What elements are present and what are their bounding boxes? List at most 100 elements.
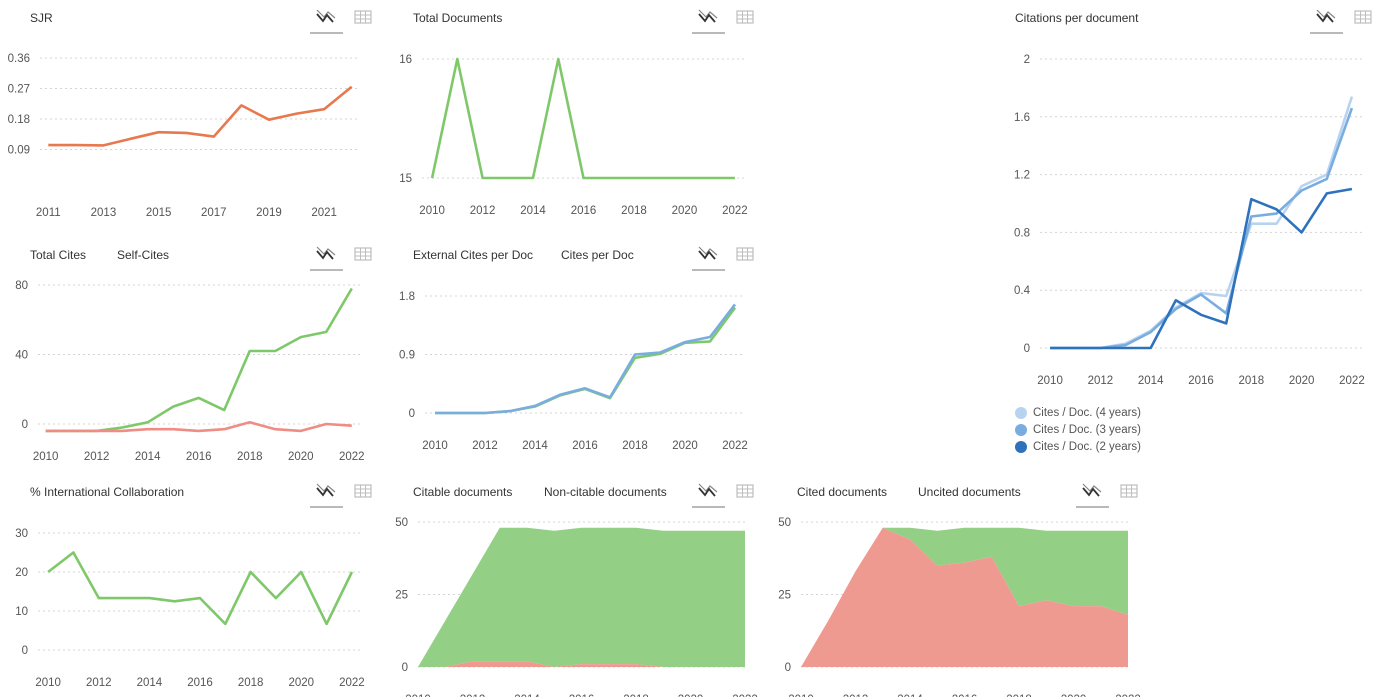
- x-tick-label: 2020: [1061, 694, 1087, 697]
- line-chart-icon[interactable]: [316, 9, 336, 27]
- x-tick-label: 2012: [1088, 375, 1114, 387]
- x-tick-label: 2018: [1006, 694, 1032, 697]
- line-chart-icon[interactable]: [1082, 483, 1102, 501]
- total-cites-view-toggle: [310, 246, 372, 271]
- x-tick-label: 2016: [1188, 375, 1214, 387]
- legend-label: Cites / Doc. (4 years): [1033, 406, 1141, 419]
- legend-swatch: [1015, 406, 1027, 419]
- uncited-documents-title[interactable]: Uncited documents: [918, 485, 1021, 499]
- x-tick-label: 2012: [470, 205, 496, 217]
- x-tick-label: 2018: [623, 694, 649, 697]
- x-tick-label: 2022: [339, 451, 365, 463]
- y-tick-label: 1.8: [399, 291, 415, 303]
- x-tick-label: 2017: [201, 207, 227, 219]
- x-tick-label: 2018: [238, 677, 264, 689]
- x-tick-label: 2018: [622, 440, 648, 452]
- citations-legend: Cites / Doc. (4 years) Cites / Doc. (3 y…: [1015, 404, 1141, 455]
- x-tick-label: 2012: [472, 440, 498, 452]
- y-tick-label: 50: [778, 517, 791, 529]
- area-citable-documents: [418, 527, 745, 667]
- y-tick-label: 0: [402, 662, 408, 674]
- x-tick-label: 2016: [572, 440, 598, 452]
- series-line-cites-doc-2-years-: [1050, 187, 1353, 350]
- cites-per-doc-view-toggle: [692, 246, 754, 271]
- total-cites-title[interactable]: Total Cites: [30, 248, 87, 262]
- sjr-view-toggle: [310, 9, 372, 34]
- citations-per-document-view-toggle: [1310, 9, 1372, 34]
- series-line--international-collaboration: [47, 551, 354, 626]
- series-line-cites-per-doc: [435, 303, 737, 415]
- line-chart-icon[interactable]: [698, 9, 718, 27]
- x-tick-label: 2012: [843, 694, 869, 697]
- table-icon[interactable]: [354, 9, 374, 27]
- x-tick-label: 2010: [419, 205, 445, 217]
- line-chart-icon[interactable]: [698, 246, 718, 264]
- line-chart-icon[interactable]: [316, 246, 336, 264]
- table-icon[interactable]: [1120, 483, 1140, 501]
- table-icon[interactable]: [1354, 9, 1374, 27]
- line-chart-icon[interactable]: [316, 483, 336, 501]
- y-tick-label: 16: [399, 54, 412, 66]
- citations-per-document-title: Citations per document: [1015, 11, 1139, 25]
- table-icon[interactable]: [354, 483, 374, 501]
- y-tick-label: 0: [785, 662, 791, 674]
- y-tick-label: 80: [15, 280, 28, 292]
- table-icon[interactable]: [354, 246, 374, 264]
- y-tick-label: 1.6: [1014, 112, 1030, 124]
- series-line-self-cites: [45, 420, 352, 433]
- non-citable-documents-title[interactable]: Non-citable documents: [544, 485, 667, 499]
- x-tick-label: 2022: [339, 677, 365, 689]
- area-non-citable-documents: [418, 661, 745, 667]
- x-tick-label: 2022: [1115, 694, 1141, 697]
- x-tick-label: 2014: [1138, 375, 1164, 387]
- self-cites-title[interactable]: Self-Cites: [117, 248, 170, 262]
- x-tick-label: 2016: [952, 694, 978, 697]
- line-chart-icon[interactable]: [698, 483, 718, 501]
- y-tick-label: 50: [395, 517, 408, 529]
- y-tick-label: 1.2: [1014, 170, 1030, 182]
- y-tick-label: 0.8: [1014, 227, 1030, 239]
- table-icon[interactable]: [736, 246, 756, 264]
- y-tick-label: 0: [22, 645, 28, 657]
- x-tick-label: 2012: [84, 451, 110, 463]
- x-tick-label: 2012: [86, 677, 112, 689]
- y-tick-label: 20: [15, 567, 28, 579]
- legend-item-2-years[interactable]: Cites / Doc. (2 years): [1015, 438, 1141, 455]
- y-tick-label: 25: [395, 590, 408, 602]
- x-tick-label: 2010: [1037, 375, 1063, 387]
- line-chart-icon[interactable]: [1316, 9, 1336, 27]
- y-tick-label: 0: [22, 419, 28, 431]
- cites-per-doc-title[interactable]: Cites per Doc: [561, 248, 634, 262]
- legend-item-3-years[interactable]: Cites / Doc. (3 years): [1015, 421, 1141, 438]
- cited-documents-title[interactable]: Cited documents: [797, 485, 888, 499]
- x-tick-label: 2014: [135, 451, 161, 463]
- x-tick-label: 2014: [522, 440, 548, 452]
- x-tick-label: 2010: [405, 694, 431, 697]
- table-icon[interactable]: [736, 483, 756, 501]
- x-tick-label: 2014: [520, 205, 546, 217]
- citable-documents-title[interactable]: Citable documents: [413, 485, 513, 499]
- x-tick-label: 2020: [672, 205, 698, 217]
- x-tick-label: 2022: [722, 440, 748, 452]
- x-tick-label: 2016: [571, 205, 597, 217]
- legend-swatch: [1015, 423, 1027, 436]
- series-line-sjr: [48, 85, 353, 147]
- external-cites-per-doc-title[interactable]: External Cites per Doc: [413, 248, 534, 262]
- y-tick-label: 25: [778, 590, 791, 602]
- x-tick-label: 2020: [678, 694, 704, 697]
- y-tick-label: 30: [15, 528, 28, 540]
- international-collaboration-view-toggle: [310, 483, 372, 508]
- table-icon[interactable]: [736, 9, 756, 27]
- x-tick-label: 2011: [36, 207, 61, 219]
- x-tick-label: 2014: [514, 694, 540, 697]
- legend-item-4-years[interactable]: Cites / Doc. (4 years): [1015, 404, 1141, 421]
- x-tick-label: 2018: [621, 205, 647, 217]
- total-documents-view-toggle: [692, 9, 754, 34]
- area-cited-documents: [801, 527, 1128, 667]
- x-tick-label: 2016: [187, 677, 213, 689]
